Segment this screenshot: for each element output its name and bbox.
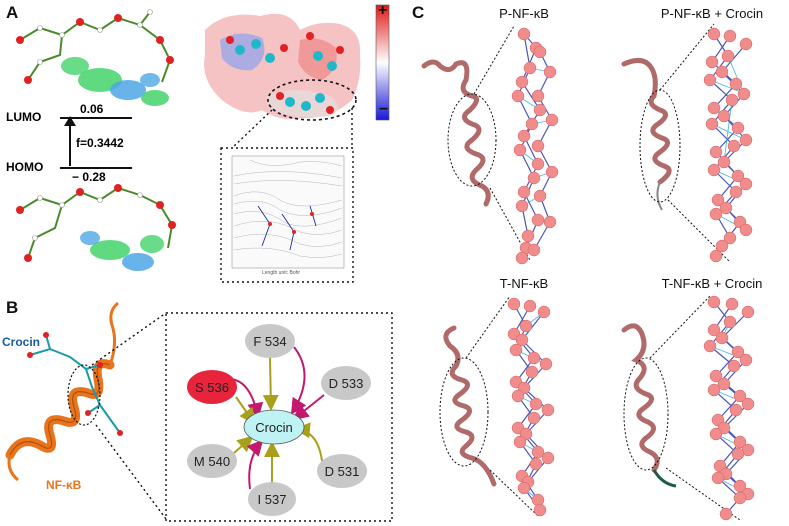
helix-p-nfkb-crocin [621, 58, 681, 211]
homo-orbital-image [16, 184, 176, 271]
nf-kb-helix-image [5, 301, 119, 482]
homo-energy: − 0.28 [72, 170, 106, 184]
energy-level-diagram [60, 116, 132, 169]
edge-f534-olive [262, 356, 279, 411]
panel-b-graphics [5, 301, 393, 522]
contour-axis-label: Length unit: Bohr [262, 270, 301, 276]
network-t-nfkb-crocin [703, 295, 755, 521]
oscillator-strength: f=0.3442 [76, 136, 124, 150]
panel-a-graphics [16, 4, 390, 283]
title-t-nfkb: T-NF-κB [499, 276, 549, 291]
node-i537: I 537 [248, 482, 296, 516]
zoom-lines-b [91, 312, 393, 522]
title-p-nfkb: P-NF-κB [499, 6, 549, 21]
svg-text:M 540: M 540 [194, 454, 230, 469]
svg-text:Crocin: Crocin [255, 420, 293, 435]
node-d531: D 531 [317, 454, 367, 488]
lumo-energy: 0.06 [80, 102, 104, 116]
network-t-nfkb [507, 297, 555, 517]
title-p-nfkb-crocin: P-NF-κB + Crocin [660, 6, 764, 21]
svg-text:D 531: D 531 [325, 464, 360, 479]
panel-c-zoom-lines [465, 23, 741, 521]
esp-color-scale [375, 4, 390, 121]
node-d533: D 533 [321, 366, 371, 400]
lumo-label: LUMO [6, 110, 42, 124]
node-crocin: Crocin [243, 409, 305, 445]
crocin-label: Crocin [2, 335, 41, 349]
network-p-nfkb [511, 27, 559, 265]
title-t-nfkb-crocin: T-NF-κB + Crocin [661, 276, 763, 291]
svg-text:I 537: I 537 [258, 492, 287, 507]
nf-kb-label: NF-κB [46, 478, 82, 492]
node-s536: S 536 [187, 370, 237, 404]
panel-a-letter: A [6, 3, 19, 22]
esp-plus-sign: + [378, 2, 388, 19]
helix-t-nfkb-crocin [621, 323, 677, 488]
svg-text:F 534: F 534 [253, 334, 286, 349]
edge-i537-magenta [246, 439, 264, 490]
network-p-nfkb-crocin [703, 27, 753, 263]
lumo-orbital-image [16, 9, 174, 106]
crocin-ligand-image [27, 332, 123, 436]
interaction-network: F 534 D 533 D 531 I 537 M 540 S 536 Croc… [187, 324, 371, 516]
edge-f534-magenta [290, 346, 307, 415]
edge-d533-magenta [292, 394, 325, 421]
edge-m540-olive [233, 435, 254, 454]
homo-label: HOMO [6, 160, 44, 174]
node-m540: M 540 [187, 444, 237, 478]
panel-c-graphics [421, 23, 755, 521]
helix-p-nfkb [421, 59, 497, 207]
node-f534: F 534 [245, 324, 295, 358]
contour-plot-image [231, 155, 345, 269]
panel-c-letter: C [412, 3, 425, 22]
svg-text:S 536: S 536 [195, 380, 229, 395]
svg-text:D 533: D 533 [329, 376, 364, 391]
panel-b-letter: B [6, 298, 19, 317]
esp-surface-image [204, 13, 361, 121]
esp-minus-sign: − [379, 101, 389, 118]
helix-t-nfkb [439, 325, 497, 487]
zoom-lines [220, 108, 354, 283]
